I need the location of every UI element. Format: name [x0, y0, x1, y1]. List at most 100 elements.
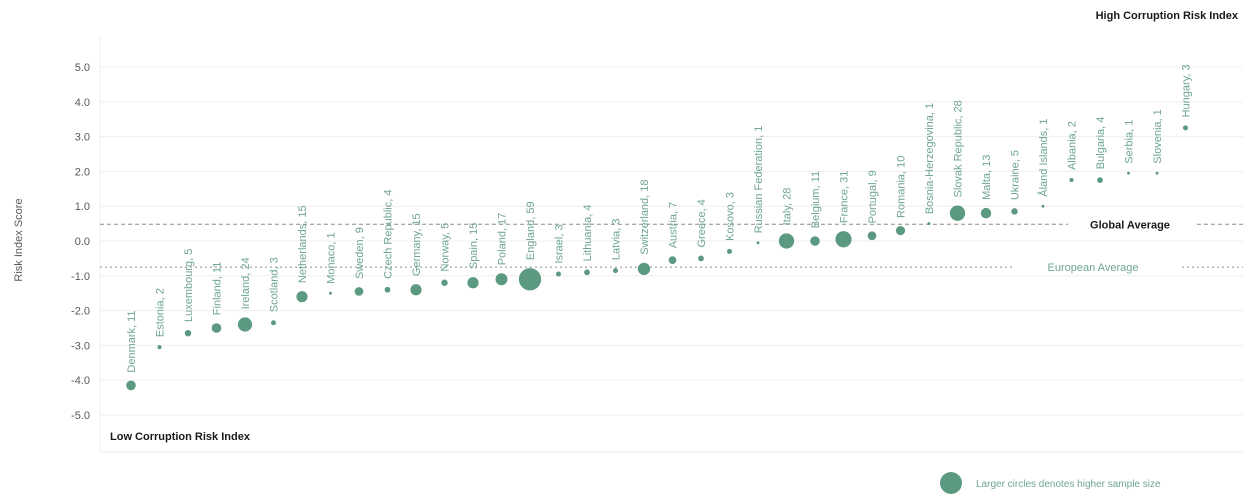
data-point [237, 317, 253, 332]
data-point [555, 271, 562, 277]
legend-label: Larger circles denotes higher sample siz… [976, 479, 1161, 490]
point-label: Slovenia, 1 [1152, 109, 1164, 163]
point-label: Hungary, 3 [1181, 64, 1193, 117]
data-points [126, 125, 1189, 391]
data-point [927, 222, 931, 226]
data-point [637, 262, 651, 275]
legend-circle-icon [940, 472, 962, 494]
y-tick-label: -2.0 [71, 306, 90, 318]
point-label: Romania, 10 [896, 156, 908, 218]
low-risk-corner-label: Low Corruption Risk Index [110, 431, 251, 443]
point-label: England, 59 [525, 201, 537, 260]
data-point [157, 345, 162, 350]
data-point [867, 231, 877, 241]
gridlines [99, 36, 1243, 453]
data-point [1155, 171, 1159, 175]
point-label: Greece, 4 [696, 199, 708, 247]
data-point [756, 241, 760, 245]
point-label: Ukraine, 5 [1010, 150, 1022, 200]
data-point [1097, 177, 1103, 184]
point-label: Kosovo, 3 [725, 192, 737, 241]
point-label: Albania, 2 [1067, 121, 1079, 170]
point-label: Austria, 7 [668, 202, 680, 248]
y-tick-label: -1.0 [71, 271, 90, 283]
data-point [384, 286, 391, 293]
y-axis-ticks: 5.0 4.0 3.0 2.0 1.0 0.0 -1.0 -2.0 -3.0 -4.0 -5.0 [71, 62, 90, 422]
y-tick-label: 0.0 [75, 236, 90, 248]
data-point [1127, 171, 1130, 175]
point-label: Scotland, 3 [269, 257, 281, 312]
data-point [810, 236, 820, 246]
legend: Larger circles denotes higher sample siz… [940, 472, 1161, 494]
data-point [1011, 208, 1018, 215]
point-label: Belgium, 11 [810, 171, 822, 228]
y-tick-label: 5.0 [75, 62, 90, 74]
data-point [270, 320, 277, 326]
point-label: Latvia, 3 [611, 218, 623, 260]
y-tick-label: -4.0 [71, 375, 90, 387]
point-label: Netherlands, 15 [297, 205, 309, 283]
point-label: Bulgaria, 4 [1095, 117, 1107, 170]
point-label: Israel, 3 [554, 224, 566, 263]
y-tick-label: 2.0 [75, 166, 90, 178]
point-label: Sweden, 9 [354, 227, 366, 279]
data-point [1069, 178, 1074, 183]
high-risk-corner-label: High Corruption Risk Index [1096, 10, 1239, 22]
data-point [495, 273, 508, 286]
point-label: Lithuania, 4 [582, 205, 594, 262]
data-point [467, 277, 479, 289]
y-tick-label: -3.0 [71, 340, 90, 352]
point-label: Italy, 28 [782, 188, 794, 226]
data-point [895, 225, 906, 236]
point-label: France, 31 [839, 171, 851, 224]
point-label: Finland, 11 [212, 262, 224, 316]
y-tick-label: -5.0 [71, 410, 90, 422]
data-point [126, 380, 136, 391]
data-point [329, 291, 332, 295]
data-point [211, 323, 222, 333]
data-point [980, 207, 992, 219]
point-label: Switzerland, 18 [639, 179, 651, 254]
data-point [612, 268, 619, 274]
data-point [949, 205, 966, 221]
data-point [726, 248, 733, 254]
point-label: Spain, 15 [468, 223, 480, 269]
point-label: Ireland, 24 [240, 257, 252, 309]
y-axis-title: Risk Index Score [13, 198, 25, 281]
point-labels: Denmark, 11 Estonia, 2 Luxembourg, 5 Finlan… [126, 64, 1193, 372]
point-label: Poland, 17 [497, 213, 509, 266]
point-label: Denmark, 11 [126, 310, 138, 372]
data-point [518, 268, 542, 291]
data-point [184, 329, 192, 337]
point-label: Malta, 13 [981, 155, 993, 200]
point-label: Estonia, 2 [155, 288, 167, 337]
data-point [354, 287, 364, 296]
point-label: Luxembourg, 5 [183, 249, 195, 322]
point-label: Slovak Republic, 28 [953, 100, 965, 197]
reference-lines: Global Average European Average [100, 219, 1243, 274]
point-label: Bosnia-Herzegovina, 1 [924, 103, 936, 214]
data-point [584, 269, 590, 276]
point-label: Norway, 5 [440, 223, 452, 272]
data-point [410, 284, 422, 296]
data-point [1182, 125, 1189, 131]
point-label: Russian Federation, 1 [753, 126, 765, 234]
data-point [441, 279, 448, 287]
point-label: Portugal, 9 [867, 170, 879, 223]
data-point [698, 255, 704, 262]
y-tick-label: 1.0 [75, 201, 90, 213]
data-point [296, 291, 308, 303]
y-tick-label: 4.0 [75, 97, 90, 109]
point-label: Åland Islands, 1 [1037, 118, 1050, 196]
y-tick-label: 3.0 [75, 132, 90, 144]
data-point [835, 231, 852, 248]
point-label: Germany, 15 [411, 213, 423, 276]
point-label: Serbia, 1 [1124, 120, 1136, 164]
data-point [668, 256, 677, 264]
point-label: Monaco, 1 [326, 232, 338, 283]
european-average-label: European Average [1048, 262, 1139, 274]
data-point [778, 233, 795, 249]
global-average-label: Global Average [1090, 219, 1170, 231]
data-point [1041, 204, 1045, 208]
